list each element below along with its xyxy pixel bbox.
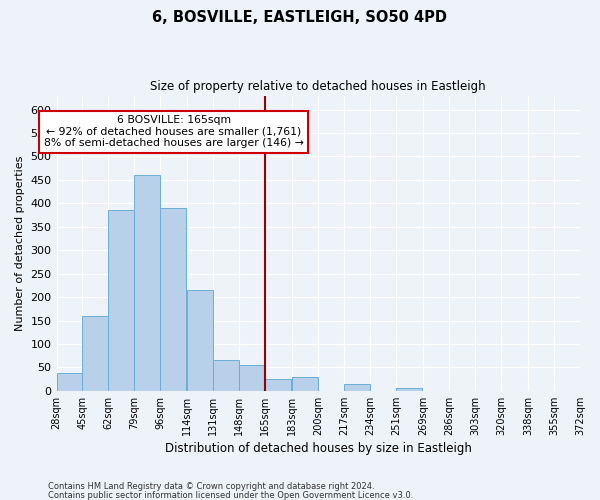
Bar — [82, 316, 108, 391]
Text: Contains HM Land Registry data © Crown copyright and database right 2024.: Contains HM Land Registry data © Crown c… — [48, 482, 374, 491]
Bar — [134, 175, 160, 391]
Text: Contains public sector information licensed under the Open Government Licence v3: Contains public sector information licen… — [48, 490, 413, 500]
Bar — [239, 365, 265, 391]
Y-axis label: Number of detached properties: Number of detached properties — [15, 156, 25, 331]
Bar — [187, 290, 213, 391]
Bar — [292, 377, 318, 391]
Bar — [265, 379, 291, 391]
Bar — [344, 384, 370, 391]
Bar — [56, 373, 82, 391]
Title: Size of property relative to detached houses in Eastleigh: Size of property relative to detached ho… — [151, 80, 486, 93]
Bar — [160, 208, 186, 391]
Text: 6 BOSVILLE: 165sqm
← 92% of detached houses are smaller (1,761)
8% of semi-detac: 6 BOSVILLE: 165sqm ← 92% of detached hou… — [44, 115, 304, 148]
Bar — [213, 360, 239, 391]
X-axis label: Distribution of detached houses by size in Eastleigh: Distribution of detached houses by size … — [165, 442, 472, 455]
Bar — [396, 388, 422, 391]
Bar — [108, 210, 134, 391]
Text: 6, BOSVILLE, EASTLEIGH, SO50 4PD: 6, BOSVILLE, EASTLEIGH, SO50 4PD — [152, 10, 448, 25]
